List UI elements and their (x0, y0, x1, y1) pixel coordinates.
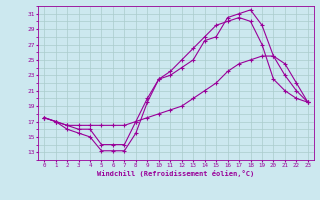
X-axis label: Windchill (Refroidissement éolien,°C): Windchill (Refroidissement éolien,°C) (97, 170, 255, 177)
